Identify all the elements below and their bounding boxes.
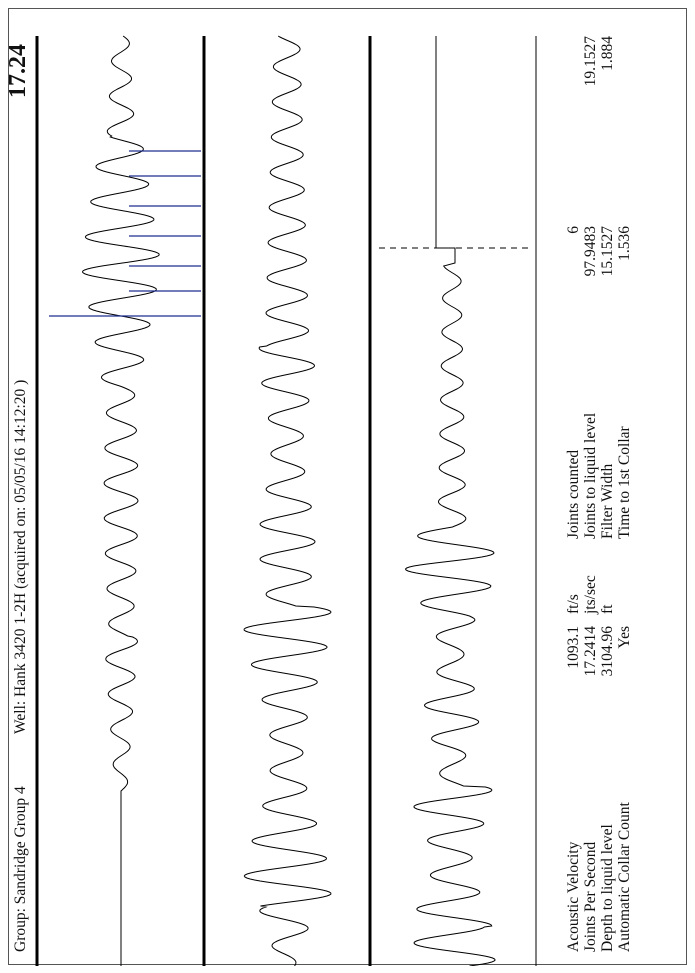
stat-label-time-first-collar: Time to 1st Collar xyxy=(616,426,633,539)
trace-raw xyxy=(81,35,160,966)
stat-value-collar-count: Yes xyxy=(616,626,633,649)
stat-extra-2: 1.884 xyxy=(599,36,616,71)
stat-unit-acoustic-velocity: ft/s xyxy=(565,594,582,614)
stat-label-joints-counted: Joints counted xyxy=(565,449,582,539)
stat-value-joints-per-second: 17.2414 xyxy=(582,626,599,677)
stat-label-joints-liquid: Joints to liquid level xyxy=(582,412,599,539)
trace-liquid-level xyxy=(404,36,496,966)
trace-panels xyxy=(35,35,537,966)
stat-extra-1: 19.1527 xyxy=(582,36,599,87)
stat-unit-depth-liquid: ft xyxy=(599,604,616,614)
trace-filtered xyxy=(243,35,332,966)
stat-label-acoustic-velocity: Acoustic Velocity xyxy=(565,841,582,952)
stat-label-filter-width: Filter Width xyxy=(599,463,616,539)
rotated-report: Group: Sandridge Group 4 Well: Hank 3420… xyxy=(5,9,688,966)
stat-label-collar-count: Automatic Collar Count xyxy=(616,802,633,952)
stat-value-time-first-collar: 1.536 xyxy=(616,226,633,261)
report-frame: Group: Sandridge Group 4 Well: Hank 3420… xyxy=(5,8,688,966)
stat-value-acoustic-velocity: 1093.1 xyxy=(565,626,582,669)
stat-value-joints-counted: 6 xyxy=(565,226,582,234)
stat-label-depth-liquid: Depth to liquid level xyxy=(599,824,616,952)
stat-value-joints-liquid: 97.9483 xyxy=(582,226,599,277)
stat-value-filter-width: 15.1527 xyxy=(599,226,616,277)
stat-unit-joints-per-second: jts/sec xyxy=(582,575,599,614)
stat-label-joints-per-second: Joints Per Second xyxy=(582,841,599,952)
stat-value-depth-liquid: 3104.96 xyxy=(599,626,616,677)
